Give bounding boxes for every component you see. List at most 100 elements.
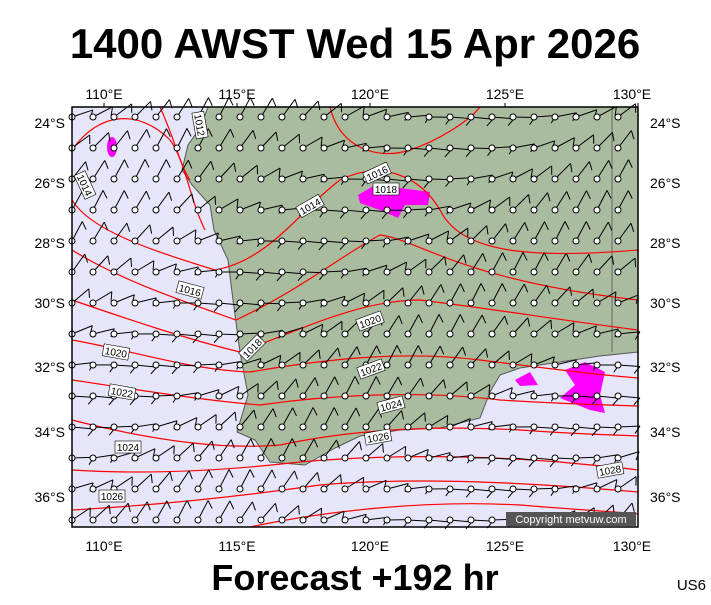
barb-station (426, 238, 432, 244)
barb-station (195, 176, 201, 182)
barb-station (258, 486, 264, 492)
barb-station (615, 207, 621, 213)
barb-station (531, 145, 537, 151)
barb-station (510, 176, 516, 182)
barb-station (426, 331, 432, 337)
isobar-label: 1018 (375, 185, 398, 196)
barb-station (195, 362, 201, 368)
barb-station (468, 331, 474, 337)
barb-station (594, 300, 600, 306)
barb-station (216, 362, 222, 368)
barb-station (237, 331, 243, 337)
barb-station (111, 455, 117, 461)
barb-station (321, 455, 327, 461)
lon-label: 120°E (351, 86, 389, 102)
barb-station (594, 207, 600, 213)
barb-station (174, 238, 180, 244)
barb-station (216, 238, 222, 244)
barb-station (447, 176, 453, 182)
barb-station (342, 269, 348, 275)
barb-station (111, 300, 117, 306)
barb-station (216, 486, 222, 492)
barb-station (111, 145, 117, 151)
barb-station (342, 145, 348, 151)
barb-station (363, 145, 369, 151)
barb-station (132, 269, 138, 275)
barb-station (90, 300, 96, 306)
barb-station (174, 114, 180, 120)
barb-station (279, 300, 285, 306)
barb-station (426, 300, 432, 306)
barb-station (342, 331, 348, 337)
barb-station (489, 362, 495, 368)
barb-station (153, 145, 159, 151)
barb-station (426, 269, 432, 275)
barb-station (300, 517, 306, 523)
barb-station (342, 176, 348, 182)
barb-station (573, 145, 579, 151)
barb-station (90, 486, 96, 492)
barb-station (195, 207, 201, 213)
lat-label: 26°S (650, 175, 681, 191)
barb-station (90, 362, 96, 368)
lon-label: 110°E (85, 86, 122, 102)
barb-station (237, 517, 243, 523)
barb-station (132, 145, 138, 151)
barb-station (552, 424, 558, 430)
barb-station (615, 300, 621, 306)
barb-station (258, 114, 264, 120)
barb-station (489, 424, 495, 430)
barb-station (90, 517, 96, 523)
barb-station (489, 207, 495, 213)
barb-station (90, 114, 96, 120)
barb-station (237, 362, 243, 368)
lon-label: 120°E (351, 538, 389, 554)
barb-station (195, 517, 201, 523)
barb-station (195, 393, 201, 399)
barb-station (300, 455, 306, 461)
barb-station (111, 176, 117, 182)
barb-station (363, 517, 369, 523)
barb-station (153, 486, 159, 492)
barb-station (195, 486, 201, 492)
barb-station (405, 207, 411, 213)
barb-station (342, 455, 348, 461)
barb-station (153, 269, 159, 275)
barb-station (216, 114, 222, 120)
forecast-label: Forecast +192 hr (211, 557, 498, 598)
barb-station (258, 362, 264, 368)
barb-station (279, 207, 285, 213)
barb-station (237, 393, 243, 399)
lat-label: 34°S (650, 424, 681, 440)
barb-station (405, 455, 411, 461)
barb-station (594, 145, 600, 151)
barb-station (132, 238, 138, 244)
barb-flag (131, 258, 132, 267)
barb-station (132, 486, 138, 492)
barb-flag (447, 415, 448, 424)
lon-label: 115°E (218, 86, 255, 102)
barb-station (111, 517, 117, 523)
barb-station (90, 176, 96, 182)
barb-station (447, 145, 453, 151)
barb-station (90, 145, 96, 151)
lat-label: 32°S (34, 359, 65, 375)
barb-station (321, 145, 327, 151)
barb-station (510, 486, 516, 492)
barb-station (363, 269, 369, 275)
barb-station (279, 176, 285, 182)
barb-station (174, 362, 180, 368)
barb-station (237, 486, 243, 492)
barb-station (510, 331, 516, 337)
lon-label: 125°E (486, 538, 524, 554)
barb-flag (467, 382, 468, 391)
barb-station (300, 269, 306, 275)
barb-station (321, 269, 327, 275)
barb-station (258, 207, 264, 213)
barb-station (300, 300, 306, 306)
barb-station (573, 176, 579, 182)
barb-station (279, 517, 285, 523)
barb-station (531, 114, 537, 120)
model-label: US6 (677, 577, 706, 594)
barb-station (426, 486, 432, 492)
